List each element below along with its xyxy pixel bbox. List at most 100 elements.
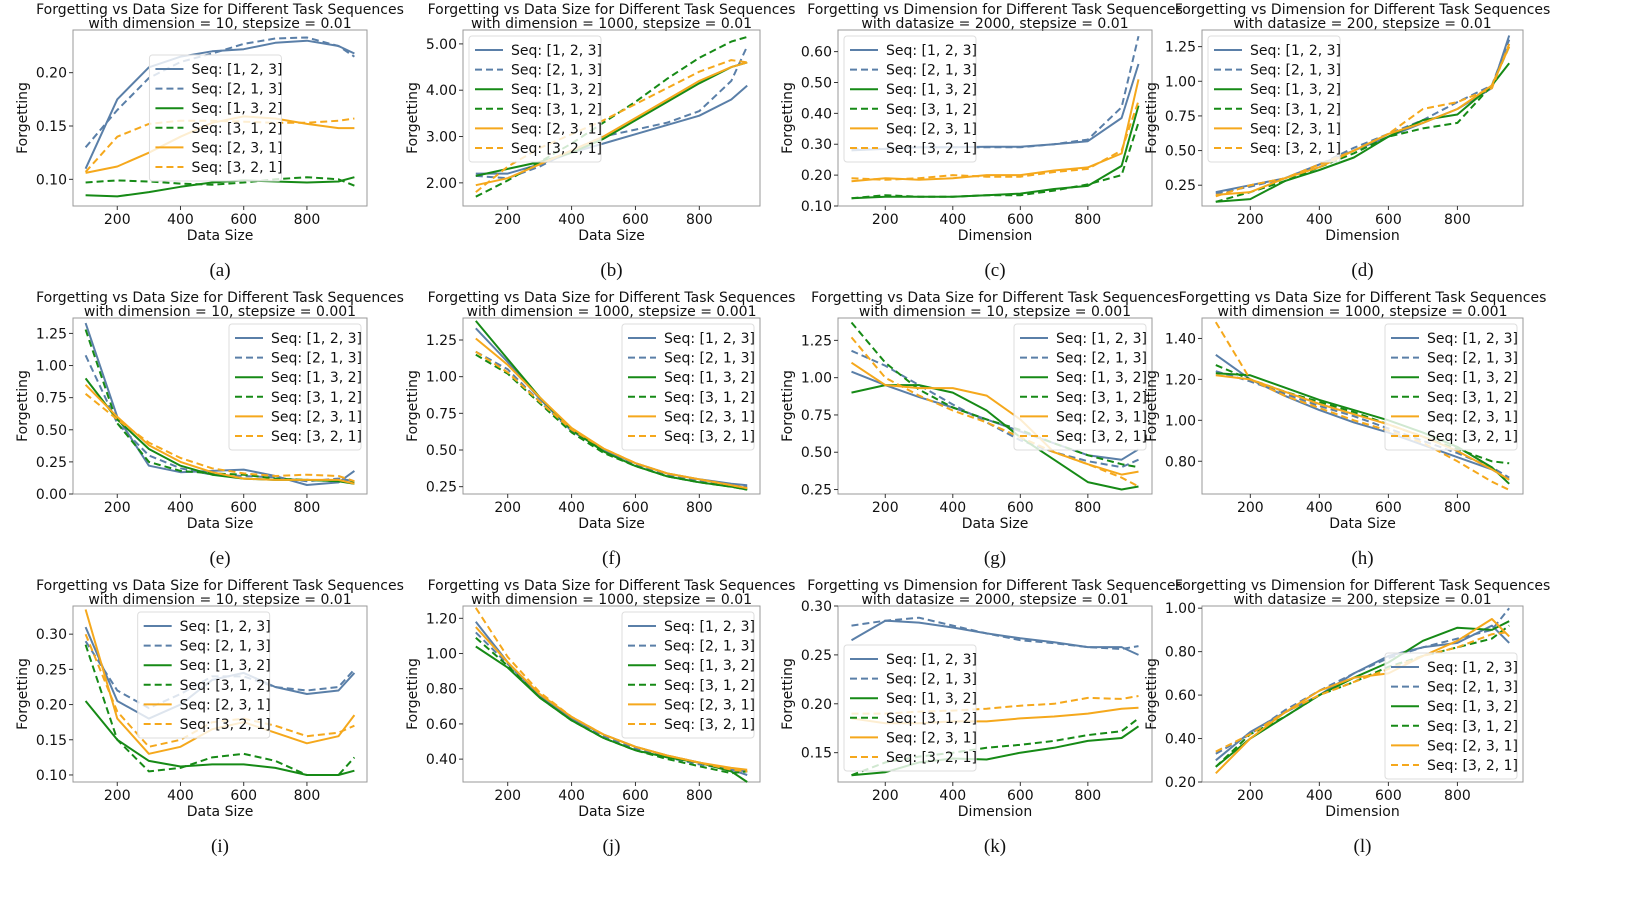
legend-box — [1207, 35, 1341, 163]
x-tick-label: 400 — [939, 500, 966, 516]
legend-label: Seq: [1, 2, 3] — [1250, 43, 1341, 59]
plot-frame — [1201, 317, 1524, 495]
series-line-1 — [851, 349, 1139, 469]
y-tick-label: 0.50 — [426, 443, 457, 459]
x-tick-label: 400 — [1306, 500, 1333, 516]
legend-label: Seq: [3, 1, 2] — [1250, 102, 1341, 118]
y-tick-label: 0.80 — [1165, 645, 1196, 661]
x-tick-label: 200 — [1237, 500, 1264, 516]
series-line-0 — [84, 39, 355, 170]
legend-label: Seq: [1, 3, 2] — [511, 82, 602, 98]
plot-frame — [837, 29, 1153, 207]
chart-subtitle: with dimension = 10, stepsize = 0.001 — [859, 304, 1131, 320]
y-tick-label: 1.40 — [1165, 331, 1196, 347]
legend-label: Seq: [1, 2, 3] — [886, 652, 977, 668]
x-tick-label: 200 — [104, 212, 131, 228]
x-tick-label: 200 — [872, 500, 899, 516]
legend-label: Seq: [3, 1, 2] — [511, 102, 602, 118]
chart-panel-d: Forgetting vs Dimension for Different Ta… — [1144, 2, 1550, 281]
legend-label: Seq: [3, 2, 1] — [664, 429, 755, 445]
legend-label: Seq: [3, 1, 2] — [180, 678, 271, 694]
x-axis-label: Data Size — [187, 516, 254, 532]
x-tick-label: 400 — [558, 500, 585, 516]
x-tick-label: 400 — [558, 788, 585, 804]
y-tick-label: 0.80 — [426, 682, 457, 698]
x-axis-label: Dimension — [1325, 804, 1399, 820]
legend-box — [1384, 652, 1518, 780]
figure-caption: (f) — [602, 548, 621, 569]
x-tick-label: 800 — [294, 788, 321, 804]
chart-subtitle: with dimension = 1000, stepsize = 0.01 — [471, 16, 752, 32]
x-tick-label: 200 — [494, 500, 521, 516]
chart-title: Forgetting vs Data Size for Different Ta… — [1179, 290, 1547, 306]
plot-frame — [462, 29, 761, 207]
chart-title: Forgetting vs Dimension for Different Ta… — [807, 578, 1183, 594]
legend-label: Seq: [1, 3, 2] — [180, 658, 271, 674]
x-tick-label: 200 — [104, 788, 131, 804]
series-line-5 — [1214, 321, 1510, 491]
x-tick-label: 800 — [1074, 212, 1101, 228]
legend-label: Seq: [2, 3, 1] — [664, 697, 755, 713]
x-axis-label: Data Size — [187, 228, 254, 244]
legend-box — [228, 323, 362, 451]
legend-label: Seq: [3, 2, 1] — [886, 750, 977, 766]
legend-label: Seq: [2, 3, 1] — [191, 140, 282, 156]
y-tick-label: 0.30 — [36, 627, 67, 643]
legend-label: Seq: [3, 2, 1] — [1427, 429, 1518, 445]
y-tick-label: 0.25 — [801, 483, 832, 499]
legend-label: Seq: [1, 3, 2] — [191, 101, 282, 117]
series-line-5 — [84, 393, 355, 483]
legend-label: Seq: [3, 2, 1] — [1056, 429, 1147, 445]
y-tick-label: 0.50 — [801, 445, 832, 461]
legend-label: Seq: [3, 2, 1] — [1250, 141, 1341, 157]
x-tick-label: 800 — [1074, 500, 1101, 516]
legend-label: Seq: [2, 1, 3] — [664, 351, 755, 367]
x-tick-label: 800 — [686, 500, 713, 516]
y-tick-label: 0.75 — [1165, 109, 1196, 125]
y-axis-label: Forgetting — [15, 82, 31, 154]
y-tick-label: 0.40 — [801, 106, 832, 122]
series-line-5 — [1215, 631, 1510, 753]
x-tick-label: 800 — [1074, 788, 1101, 804]
y-tick-label: 0.25 — [36, 455, 67, 471]
legend-label: Seq: [1, 2, 3] — [1427, 660, 1518, 676]
plot-frame — [72, 29, 368, 207]
x-tick-label: 600 — [622, 212, 649, 228]
legend-label: Seq: [2, 3, 1] — [511, 121, 602, 137]
y-tick-label: 0.75 — [426, 406, 457, 422]
legend-label: Seq: [3, 1, 2] — [271, 390, 362, 406]
legend-label: Seq: [3, 1, 2] — [1427, 719, 1518, 735]
y-tick-label: 1.00 — [1165, 74, 1196, 90]
y-axis-label: Forgetting — [405, 82, 421, 154]
y-tick-label: 0.20 — [1165, 775, 1196, 791]
legend-label: Seq: [1, 2, 3] — [1427, 331, 1518, 347]
x-tick-label: 400 — [939, 212, 966, 228]
x-tick-label: 400 — [167, 500, 194, 516]
legend-label: Seq: [3, 2, 1] — [886, 141, 977, 157]
x-tick-label: 600 — [1375, 212, 1402, 228]
y-axis-label: Forgetting — [405, 370, 421, 442]
y-tick-label: 0.20 — [36, 66, 67, 82]
legend-label: Seq: [2, 1, 3] — [664, 639, 755, 655]
y-tick-label: 1.00 — [426, 370, 457, 386]
x-tick-label: 200 — [872, 788, 899, 804]
y-tick-label: 0.50 — [36, 423, 67, 439]
figure-caption: (a) — [209, 260, 230, 281]
series-line-2 — [1215, 372, 1510, 485]
legend-label: Seq: [3, 2, 1] — [664, 717, 755, 733]
y-axis-label: Forgetting — [780, 82, 796, 154]
x-tick-label: 600 — [1007, 788, 1034, 804]
x-tick-label: 600 — [1375, 500, 1402, 516]
figure-caption: (i) — [211, 836, 229, 857]
y-tick-label: 0.15 — [801, 746, 832, 762]
y-tick-label: 1.20 — [426, 611, 457, 627]
y-tick-label: 0.60 — [426, 717, 457, 733]
y-tick-label: 1.20 — [1165, 372, 1196, 388]
y-axis-label: Forgetting — [1144, 370, 1160, 442]
y-tick-label: 1.25 — [36, 326, 67, 342]
x-tick-label: 200 — [872, 212, 899, 228]
y-tick-label: 0.25 — [1165, 178, 1196, 194]
x-tick-label: 600 — [622, 500, 649, 516]
y-tick-label: 1.00 — [426, 647, 457, 663]
chart-panel-a: Forgetting vs Data Size for Different Ta… — [15, 2, 404, 281]
